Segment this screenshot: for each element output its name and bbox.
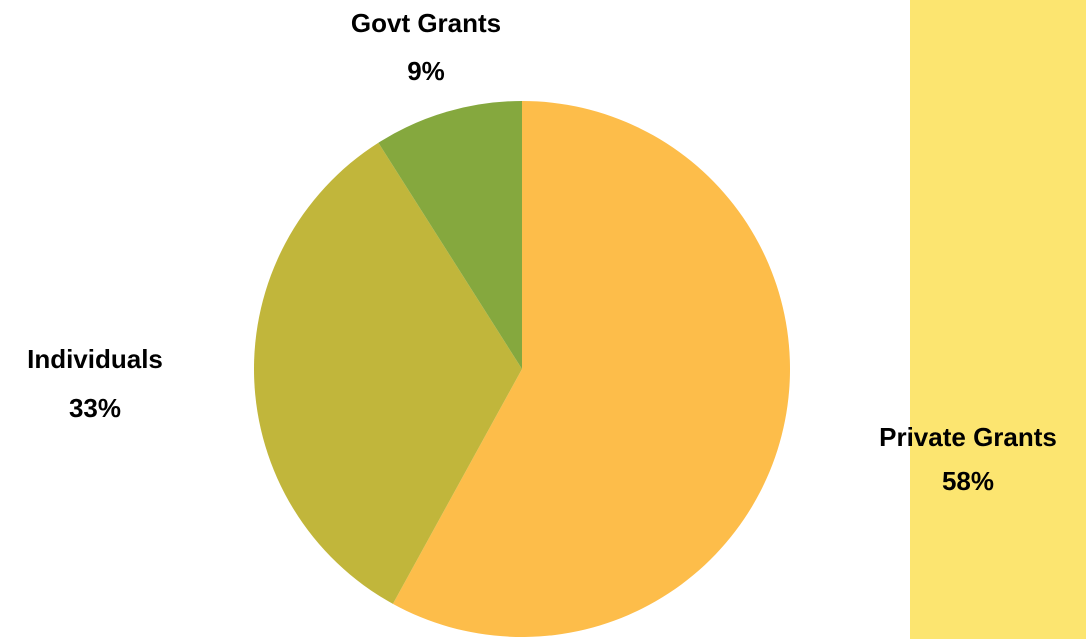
- side-panel: [910, 0, 1086, 639]
- slice-percent-govt-grants: 9%: [407, 56, 445, 86]
- slice-percent-private-grants: 58%: [942, 466, 994, 496]
- slice-percent-individuals: 33%: [69, 393, 121, 423]
- pie-slice-individuals: [253, 142, 523, 604]
- slice-label-private-grants: Private Grants: [879, 422, 1057, 452]
- pie-slice-private-grants: [392, 101, 790, 637]
- slice-label-individuals: Individuals: [27, 344, 163, 374]
- slice-labels: Private Grants 58% Individuals 33% Govt Gran…: [27, 8, 1057, 496]
- pie-slices: [253, 101, 790, 637]
- slice-label-govt-grants: Govt Grants: [351, 8, 501, 38]
- pie-slice-govt-grants: [378, 101, 522, 369]
